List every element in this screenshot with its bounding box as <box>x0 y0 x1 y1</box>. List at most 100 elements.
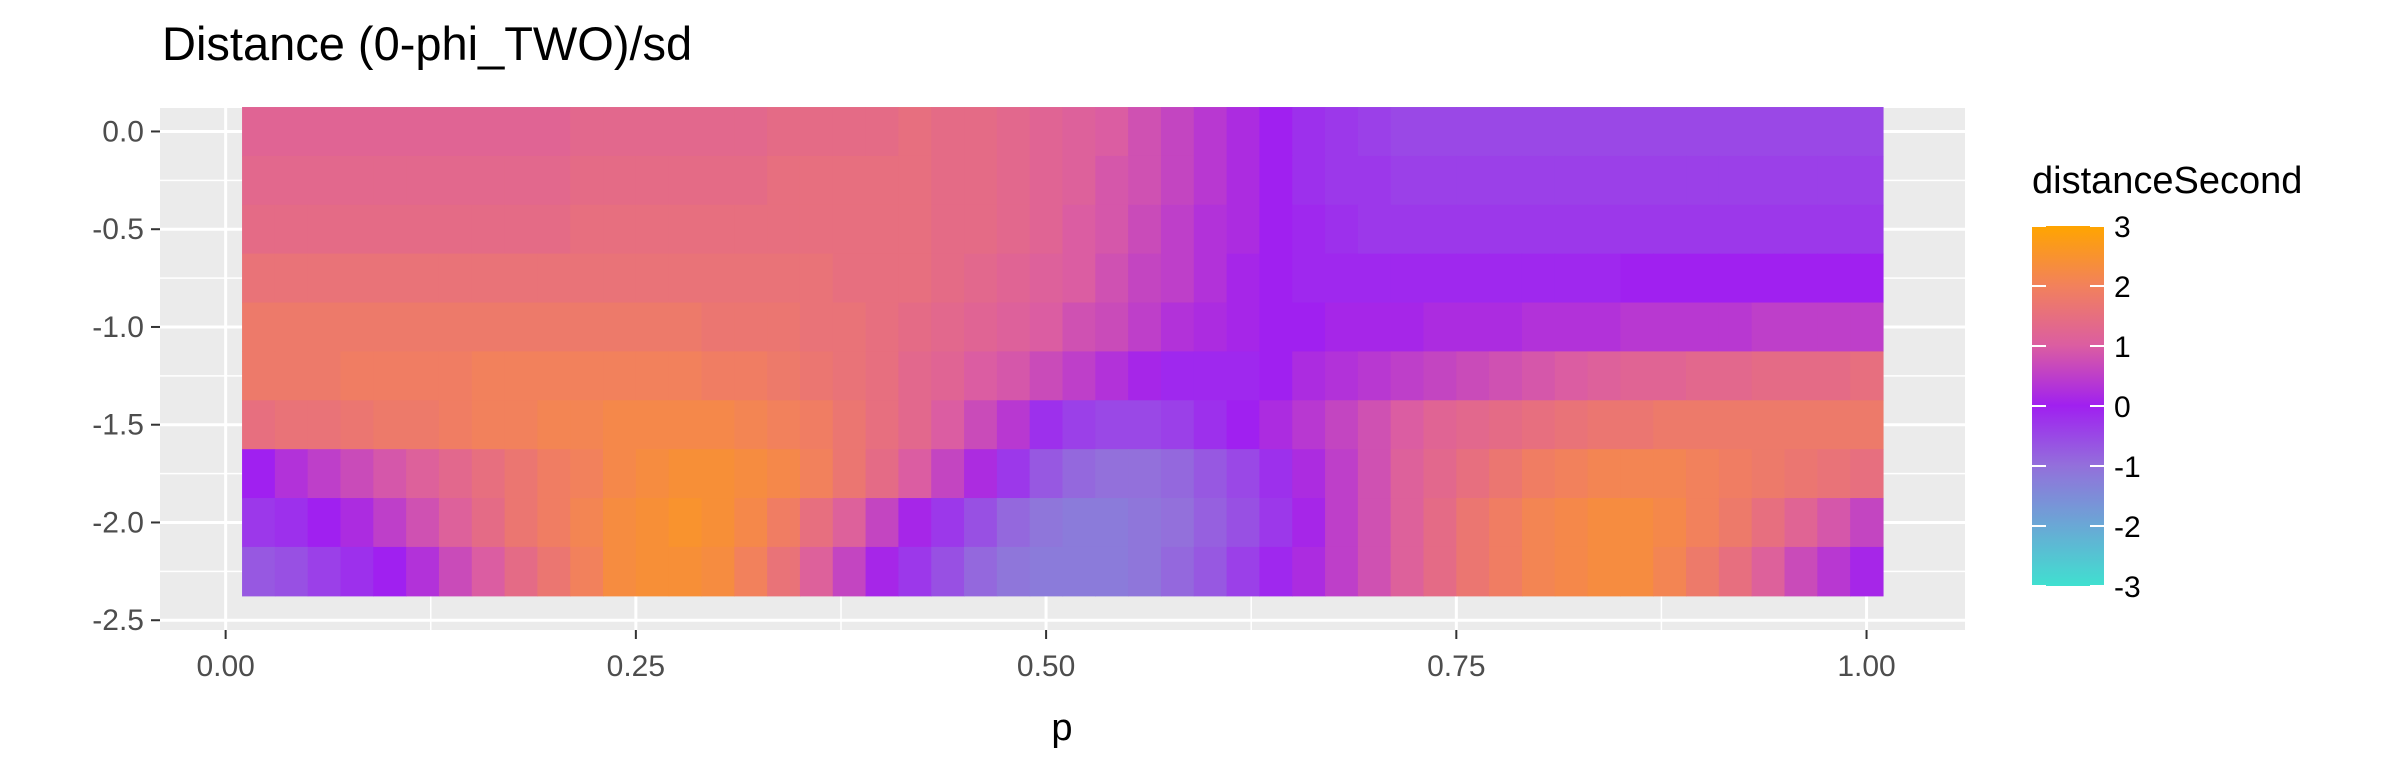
heatmap-tile <box>1423 351 1457 401</box>
heatmap-tile <box>1521 498 1556 548</box>
heatmap-tile <box>1357 302 1392 353</box>
heatmap-tile <box>898 498 932 548</box>
heatmap-tile <box>1029 107 1064 157</box>
heatmap-tile <box>1062 107 1096 157</box>
heatmap-tile <box>1160 449 1195 499</box>
x-axis: 0.00 0.25 0.50 0.75 1.00 <box>196 630 1896 683</box>
heatmap-tile <box>1489 302 1523 353</box>
heatmap-tile <box>340 107 374 157</box>
heatmap-tile <box>1029 546 1064 597</box>
heatmap-tile <box>931 107 965 157</box>
heatmap-tile <box>1325 546 1359 597</box>
heatmap-tile <box>1390 351 1425 401</box>
heatmap-tile <box>1226 204 1261 255</box>
heatmap-tile <box>701 546 735 597</box>
heatmap-tile <box>996 155 1031 206</box>
heatmap-tile <box>1193 253 1228 304</box>
heatmap-tile <box>1554 204 1589 255</box>
heatmap-tile <box>274 107 309 157</box>
heatmap-tile <box>570 302 604 353</box>
heatmap-tile <box>1029 302 1064 353</box>
heatmap-tile <box>1489 253 1523 304</box>
heatmap-tile <box>504 400 539 450</box>
heatmap-tile <box>1817 351 1851 401</box>
heatmap-tile <box>832 302 867 353</box>
x-tick-label: 0.75 <box>1427 650 1485 683</box>
heatmap-tile <box>734 351 768 401</box>
heatmap-tile <box>1357 546 1392 597</box>
heatmap-tile <box>1751 449 1786 499</box>
heatmap-tile <box>701 498 735 548</box>
heatmap-tile <box>1128 449 1162 499</box>
heatmap-tile <box>406 302 440 353</box>
heatmap-tile <box>504 449 539 499</box>
heatmap-tile <box>1718 449 1753 499</box>
heatmap-tile <box>1357 400 1392 450</box>
heatmap-tile <box>1193 546 1228 597</box>
heatmap-tile <box>537 351 571 401</box>
heatmap-tile <box>406 253 440 304</box>
heatmap-tile <box>1193 351 1228 401</box>
heatmap-tile <box>898 351 932 401</box>
heatmap-tile <box>996 204 1031 255</box>
heatmap-tile <box>931 253 965 304</box>
heatmap-tile <box>1620 253 1654 304</box>
heatmap-tile <box>1850 253 1884 304</box>
heatmap-tile <box>931 498 965 548</box>
heatmap-tile <box>1325 155 1359 206</box>
heatmap-tile <box>832 204 867 255</box>
heatmap-tile <box>1718 204 1753 255</box>
heatmap-tile <box>668 253 703 304</box>
heatmap-tile <box>865 155 900 206</box>
heatmap-tile <box>1489 546 1523 597</box>
heatmap-tile <box>1357 204 1392 255</box>
heatmap-tile <box>406 498 440 548</box>
heatmap-tile <box>1292 204 1326 255</box>
heatmap-tile <box>307 449 342 499</box>
heatmap-tile <box>931 546 965 597</box>
heatmap-tile <box>668 204 703 255</box>
heatmap-tile <box>1784 155 1818 206</box>
heatmap-tile <box>1784 400 1818 450</box>
heatmap-tile <box>373 107 407 157</box>
heatmap-tile <box>701 204 735 255</box>
heatmap-tile <box>799 351 834 401</box>
heatmap-tile <box>1390 400 1425 450</box>
heatmap-tile <box>438 204 473 255</box>
heatmap-tile <box>603 351 637 401</box>
heatmap-tile <box>1456 498 1490 548</box>
heatmap-tile <box>964 253 998 304</box>
heatmap-tile <box>406 400 440 450</box>
heatmap-tile <box>1653 155 1687 206</box>
heatmap-tile <box>865 204 900 255</box>
heatmap-tile <box>1686 302 1720 353</box>
heatmap-tile <box>1489 449 1523 499</box>
heatmap-tile <box>471 498 506 548</box>
heatmap-tile <box>537 107 571 157</box>
heatmap-tile <box>931 302 965 353</box>
heatmap-tile <box>701 253 735 304</box>
heatmap-tile <box>603 449 637 499</box>
heatmap-tile <box>537 400 571 450</box>
heatmap-tile <box>1751 400 1786 450</box>
heatmap-tile <box>1095 204 1129 255</box>
heatmap-tile <box>668 400 703 450</box>
heatmap-tile <box>996 546 1031 597</box>
heatmap-tile <box>1292 498 1326 548</box>
heatmap-tile <box>1718 253 1753 304</box>
heatmap-tile <box>799 253 834 304</box>
heatmap-tile <box>1390 498 1425 548</box>
heatmap-tile <box>1817 302 1851 353</box>
heatmap-tile <box>1292 351 1326 401</box>
heatmap-tile <box>701 107 735 157</box>
x-tick-label: 1.00 <box>1837 650 1895 683</box>
heatmap-tile <box>1160 155 1195 206</box>
heatmap-tile <box>931 400 965 450</box>
heatmap-tile <box>340 498 374 548</box>
heatmap-tile <box>242 107 276 157</box>
heatmap-tile <box>1160 253 1195 304</box>
heatmap-tile <box>931 351 965 401</box>
heatmap-tile <box>373 155 407 206</box>
heatmap-tile <box>1226 449 1261 499</box>
